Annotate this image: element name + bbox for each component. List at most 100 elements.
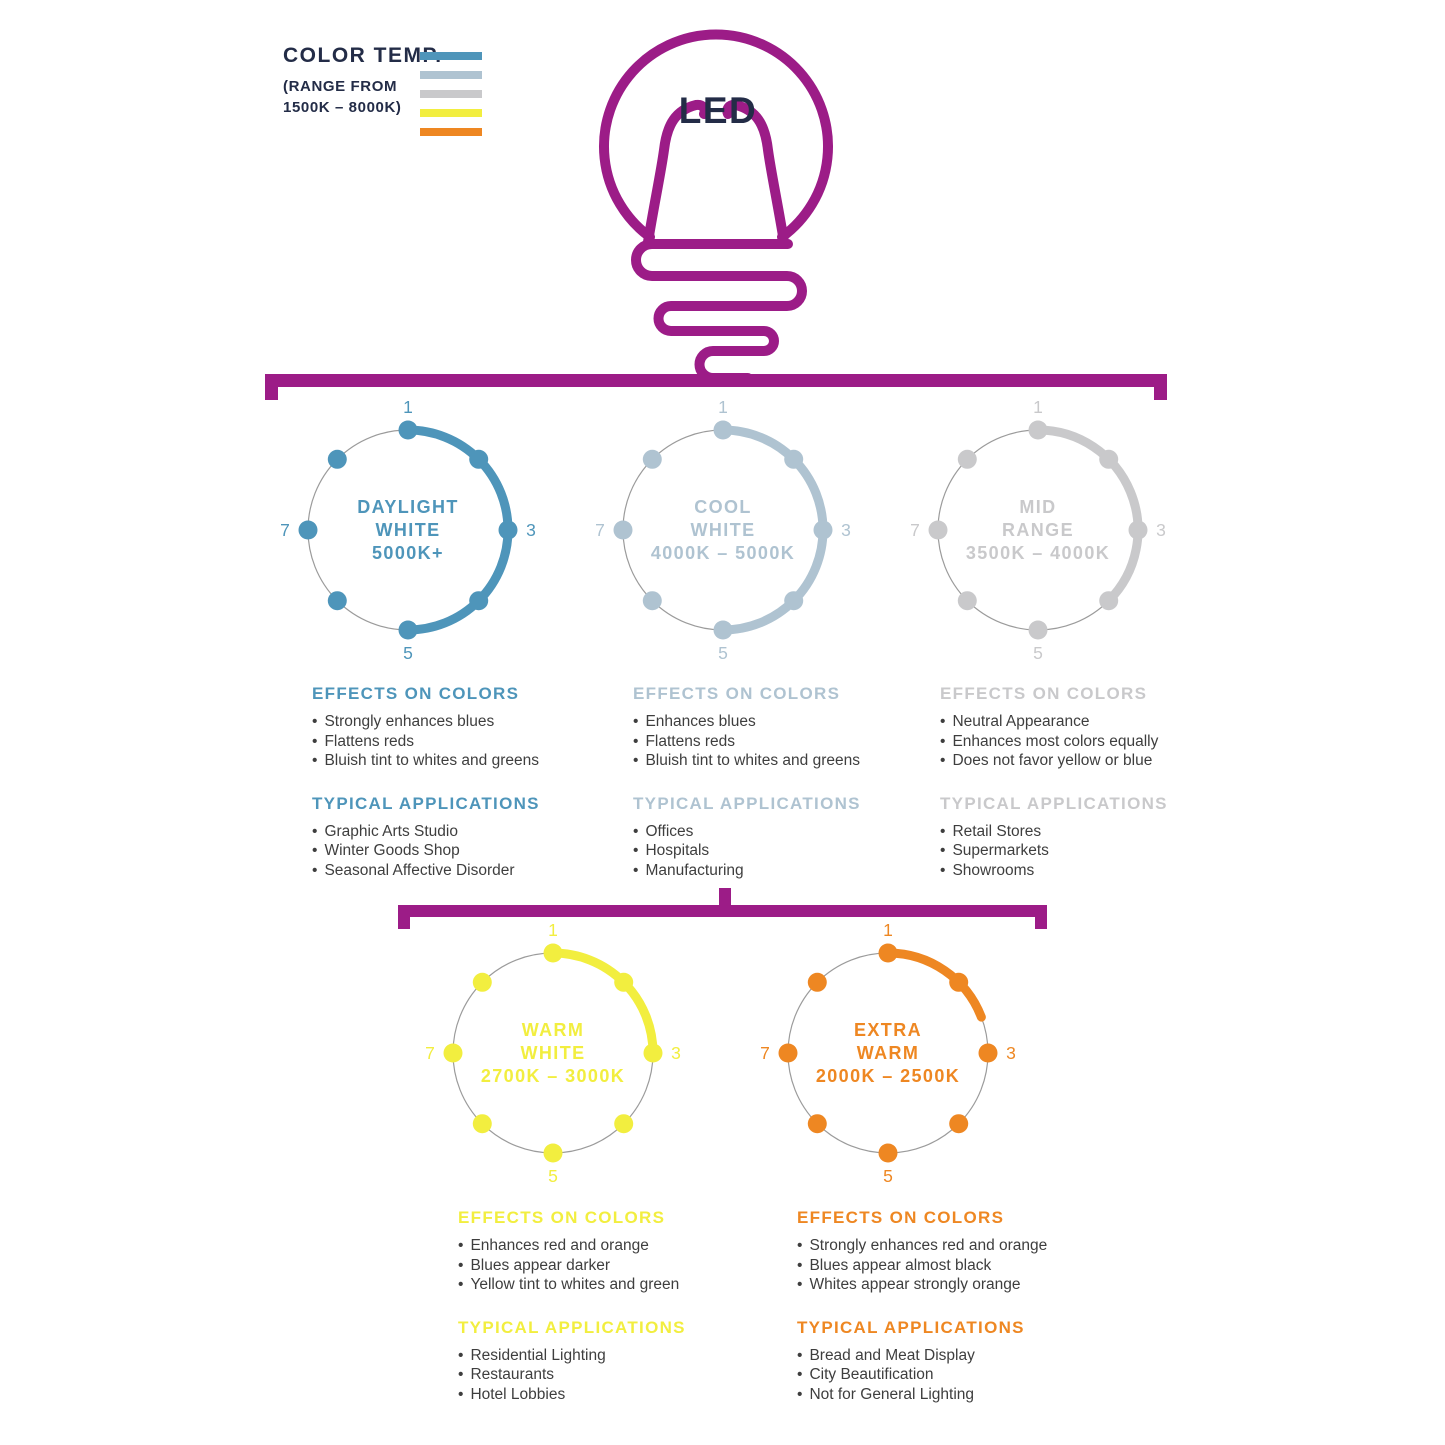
applications-title: TYPICAL APPLICATIONS [458, 1317, 686, 1337]
swatch-cool-white-bar [420, 71, 482, 79]
dial-title-line: WHITE [690, 519, 756, 540]
svg-text:1: 1 [1033, 400, 1043, 417]
info-extra-warm: EFFECTS ON COLORS Strongly enhances red … [797, 1208, 1132, 1427]
effects-title: EFFECTS ON COLORS [458, 1208, 666, 1227]
application-item: Graphic Arts Studio [312, 822, 647, 842]
swatch-daylight-white-bar [420, 52, 482, 60]
dial-cool-white-ring: 1 3 5 7 [595, 400, 851, 660]
dial-temp-range: 2000K – 2500K [815, 1065, 961, 1086]
info-cool-white: EFFECTS ON COLORS Enhances blues Flatten… [633, 684, 968, 903]
bottom-branch-top-stub [719, 888, 731, 908]
swatch-mid-range-bar [420, 90, 482, 98]
effect-item: Strongly enhances blues [312, 712, 647, 732]
effects-title: EFFECTS ON COLORS [633, 684, 841, 703]
dial-cool-white: 1 3 5 7 COOL WHITE 4000K – 5000K [593, 400, 853, 660]
dial-warm-white-title: WARM WHITE 2700K – 3000K [423, 923, 683, 1183]
svg-text:3: 3 [1156, 520, 1166, 540]
dial-title-line: WARM [521, 1019, 585, 1040]
color-temp-legend: COLOR TEMP. (RANGE FROM 1500K – 8000K) [283, 44, 443, 118]
dial-temp-range: 5000K+ [372, 542, 444, 563]
effect-item: Bluish tint to whites and greens [312, 751, 647, 771]
dial-title-line: COOL [694, 496, 752, 517]
application-item: Winter Goods Shop [312, 841, 647, 861]
application-item: Retail Stores [940, 822, 1275, 842]
effects-title: EFFECTS ON COLORS [797, 1208, 1005, 1227]
info-warm-white: EFFECTS ON COLORS Enhances red and orang… [458, 1208, 793, 1427]
effect-item: Neutral Appearance [940, 712, 1275, 732]
svg-text:5: 5 [718, 643, 728, 660]
dial-mid-range-title: MID RANGE 3500K – 4000K [908, 400, 1168, 660]
effects-list: Strongly enhances blues Flattens reds Bl… [312, 712, 647, 771]
application-item: Not for General Lighting [797, 1385, 1132, 1405]
legend-subtitle-line1: (RANGE FROM [283, 78, 398, 95]
svg-text:1: 1 [403, 400, 413, 417]
application-item: Supermarkets [940, 841, 1275, 861]
bottom-branch-right-stub [1035, 905, 1047, 929]
svg-text:3: 3 [1006, 1043, 1016, 1063]
application-item: Hotel Lobbies [458, 1385, 793, 1405]
legend-subtitle-line2: 1500K – 8000K) [283, 99, 402, 116]
effects-list: Enhances blues Flattens reds Bluish tint… [633, 712, 968, 771]
effect-item: Yellow tint to whites and green [458, 1275, 793, 1295]
dial-extra-warm-title: EXTRA WARM 2000K – 2500K [758, 923, 1018, 1183]
applications-list: Retail Stores Supermarkets Showrooms [940, 822, 1275, 881]
application-item: Showrooms [940, 861, 1275, 881]
dial-temp-range: 3500K – 4000K [965, 542, 1111, 563]
effect-item: Bluish tint to whites and greens [633, 751, 968, 771]
effect-item: Does not favor yellow or blue [940, 751, 1275, 771]
effects-list: Neutral Appearance Enhances most colors … [940, 712, 1275, 771]
dial-warm-white-ring: 1 3 5 7 [425, 923, 681, 1183]
svg-text:7: 7 [425, 1043, 435, 1063]
svg-text:7: 7 [280, 520, 290, 540]
bottom-branch-left-stub [398, 905, 410, 929]
application-item: Manufacturing [633, 861, 968, 881]
applications-title: TYPICAL APPLICATIONS [312, 793, 540, 813]
swatch-warm-white-bar [420, 109, 482, 117]
applications-title: TYPICAL APPLICATIONS [633, 793, 861, 813]
top-branch-bar [265, 374, 1167, 387]
effect-item: Flattens reds [312, 732, 647, 752]
bottom-branch-bar [398, 905, 1047, 917]
info-mid-range: EFFECTS ON COLORS Neutral Appearance Enh… [940, 684, 1275, 903]
svg-text:1: 1 [718, 400, 728, 417]
applications-title: TYPICAL APPLICATIONS [940, 793, 1168, 813]
dial-title-line: DAYLIGHT [357, 496, 459, 517]
svg-text:5: 5 [883, 1166, 893, 1183]
effect-item: Blues appear almost black [797, 1256, 1132, 1276]
dial-extra-warm-ring: 1 3 5 7 [760, 923, 1016, 1183]
application-item: Seasonal Affective Disorder [312, 861, 647, 881]
application-item: City Beautification [797, 1365, 1132, 1385]
applications-list: Offices Hospitals Manufacturing [633, 822, 968, 881]
legend-title: COLOR TEMP. [283, 44, 443, 67]
application-item: Residential Lighting [458, 1346, 793, 1366]
info-daylight-white: EFFECTS ON COLORS Strongly enhances blue… [312, 684, 647, 903]
top-branch-right-stub [1154, 374, 1167, 400]
application-item: Hospitals [633, 841, 968, 861]
legend-swatches [420, 52, 482, 142]
led-bulb-label: LED [678, 90, 758, 131]
dial-daylight-white-ring: 1 3 5 7 [280, 400, 536, 660]
applications-list: Residential Lighting Restaurants Hotel L… [458, 1346, 793, 1405]
svg-text:5: 5 [403, 643, 413, 660]
top-branch-left-stub [265, 374, 278, 400]
svg-text:5: 5 [548, 1166, 558, 1183]
effect-item: Enhances most colors equally [940, 732, 1275, 752]
svg-text:5: 5 [1033, 643, 1043, 660]
swatch-extra-warm-bar [420, 128, 482, 136]
applications-list: Graphic Arts Studio Winter Goods Shop Se… [312, 822, 647, 881]
dial-title-line: RANGE [1001, 519, 1074, 540]
dial-daylight-white-title: DAYLIGHT WHITE 5000K+ [278, 400, 538, 660]
svg-text:3: 3 [841, 520, 851, 540]
dial-temp-range: 4000K – 5000K [650, 542, 796, 563]
application-item: Bread and Meat Display [797, 1346, 1132, 1366]
dial-mid-range: 1 3 5 7 MID RANGE 3500K – 4000K [908, 400, 1168, 660]
application-item: Offices [633, 822, 968, 842]
application-item: Restaurants [458, 1365, 793, 1385]
effects-title: EFFECTS ON COLORS [312, 684, 520, 703]
svg-text:7: 7 [595, 520, 605, 540]
dial-title-line: WHITE [375, 519, 441, 540]
svg-text:3: 3 [671, 1043, 681, 1063]
dial-extra-warm: 1 3 5 7 EXTRA WARM 2000K – 2500K [758, 923, 1018, 1183]
svg-text:7: 7 [760, 1043, 770, 1063]
led-bulb-icon [599, 29, 833, 383]
